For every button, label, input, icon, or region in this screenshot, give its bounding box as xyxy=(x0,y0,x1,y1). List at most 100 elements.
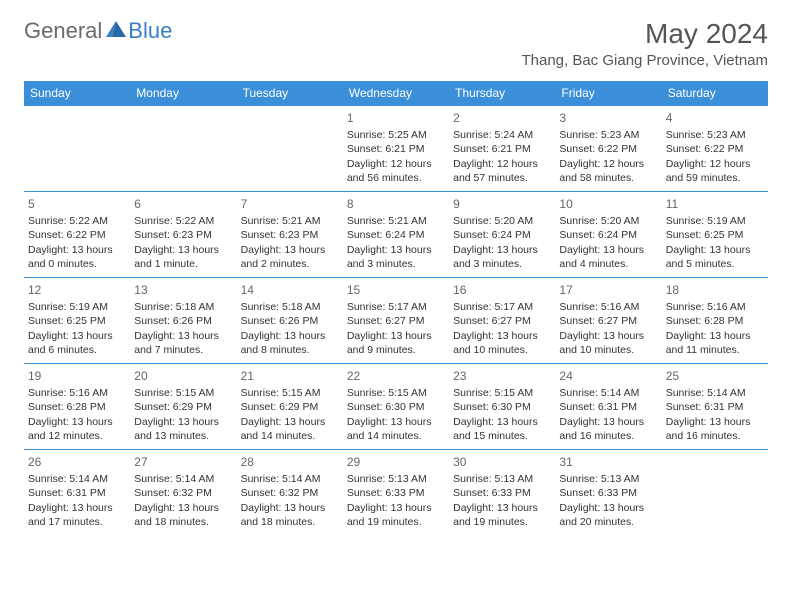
sunset-line: Sunset: 6:29 PM xyxy=(134,400,232,414)
daylight-line: Daylight: 13 hours and 20 minutes. xyxy=(559,501,657,529)
daylight-line: Daylight: 13 hours and 3 minutes. xyxy=(453,243,551,271)
daylight-line: Daylight: 12 hours and 59 minutes. xyxy=(666,157,764,185)
day-header: Tuesday xyxy=(237,81,343,106)
daylight-line: Daylight: 13 hours and 18 minutes. xyxy=(134,501,232,529)
daylight-line: Daylight: 13 hours and 17 minutes. xyxy=(28,501,126,529)
day-cell: 3Sunrise: 5:23 AMSunset: 6:22 PMDaylight… xyxy=(555,106,661,192)
daylight-line: Daylight: 13 hours and 9 minutes. xyxy=(347,329,445,357)
daylight-line: Daylight: 13 hours and 6 minutes. xyxy=(28,329,126,357)
daylight-line: Daylight: 13 hours and 15 minutes. xyxy=(453,415,551,443)
daylight-line: Daylight: 13 hours and 13 minutes. xyxy=(134,415,232,443)
day-number: 12 xyxy=(28,282,126,298)
daylight-line: Daylight: 13 hours and 7 minutes. xyxy=(134,329,232,357)
sunrise-line: Sunrise: 5:23 AM xyxy=(666,128,764,142)
sunrise-line: Sunrise: 5:14 AM xyxy=(134,472,232,486)
sunrise-line: Sunrise: 5:17 AM xyxy=(453,300,551,314)
day-number: 22 xyxy=(347,368,445,384)
sunrise-line: Sunrise: 5:21 AM xyxy=(241,214,339,228)
daylight-line: Daylight: 12 hours and 58 minutes. xyxy=(559,157,657,185)
day-number: 28 xyxy=(241,454,339,470)
sunset-line: Sunset: 6:24 PM xyxy=(347,228,445,242)
sunset-line: Sunset: 6:21 PM xyxy=(453,142,551,156)
daylight-line: Daylight: 13 hours and 19 minutes. xyxy=(347,501,445,529)
day-number: 19 xyxy=(28,368,126,384)
daylight-line: Daylight: 13 hours and 16 minutes. xyxy=(559,415,657,443)
sunset-line: Sunset: 6:29 PM xyxy=(241,400,339,414)
sunset-line: Sunset: 6:31 PM xyxy=(28,486,126,500)
day-number: 10 xyxy=(559,196,657,212)
day-cell: 26Sunrise: 5:14 AMSunset: 6:31 PMDayligh… xyxy=(24,450,130,536)
sunrise-line: Sunrise: 5:13 AM xyxy=(453,472,551,486)
sunrise-line: Sunrise: 5:15 AM xyxy=(134,386,232,400)
day-cell: 25Sunrise: 5:14 AMSunset: 6:31 PMDayligh… xyxy=(662,364,768,450)
day-number: 31 xyxy=(559,454,657,470)
sunrise-line: Sunrise: 5:19 AM xyxy=(28,300,126,314)
day-header: Thursday xyxy=(449,81,555,106)
daylight-line: Daylight: 12 hours and 57 minutes. xyxy=(453,157,551,185)
sunset-line: Sunset: 6:25 PM xyxy=(666,228,764,242)
sunrise-line: Sunrise: 5:16 AM xyxy=(666,300,764,314)
daylight-line: Daylight: 13 hours and 5 minutes. xyxy=(666,243,764,271)
daylight-line: Daylight: 13 hours and 19 minutes. xyxy=(453,501,551,529)
daylight-line: Daylight: 13 hours and 18 minutes. xyxy=(241,501,339,529)
day-number: 16 xyxy=(453,282,551,298)
day-cell: 1Sunrise: 5:25 AMSunset: 6:21 PMDaylight… xyxy=(343,106,449,192)
sunset-line: Sunset: 6:26 PM xyxy=(134,314,232,328)
day-header: Saturday xyxy=(662,81,768,106)
day-number: 23 xyxy=(453,368,551,384)
day-cell: 30Sunrise: 5:13 AMSunset: 6:33 PMDayligh… xyxy=(449,450,555,536)
day-number: 5 xyxy=(28,196,126,212)
day-number: 11 xyxy=(666,196,764,212)
sunrise-line: Sunrise: 5:14 AM xyxy=(559,386,657,400)
day-number: 2 xyxy=(453,110,551,126)
sunrise-line: Sunrise: 5:18 AM xyxy=(241,300,339,314)
sunrise-line: Sunrise: 5:23 AM xyxy=(559,128,657,142)
sunset-line: Sunset: 6:32 PM xyxy=(241,486,339,500)
day-cell: 8Sunrise: 5:21 AMSunset: 6:24 PMDaylight… xyxy=(343,192,449,278)
sunrise-line: Sunrise: 5:22 AM xyxy=(28,214,126,228)
sunset-line: Sunset: 6:22 PM xyxy=(28,228,126,242)
daylight-line: Daylight: 13 hours and 3 minutes. xyxy=(347,243,445,271)
day-number: 17 xyxy=(559,282,657,298)
day-cell: 4Sunrise: 5:23 AMSunset: 6:22 PMDaylight… xyxy=(662,106,768,192)
day-cell xyxy=(662,450,768,536)
day-cell: 7Sunrise: 5:21 AMSunset: 6:23 PMDaylight… xyxy=(237,192,343,278)
sunrise-line: Sunrise: 5:21 AM xyxy=(347,214,445,228)
day-number: 26 xyxy=(28,454,126,470)
day-number: 30 xyxy=(453,454,551,470)
day-header: Sunday xyxy=(24,81,130,106)
day-number: 4 xyxy=(666,110,764,126)
day-cell: 27Sunrise: 5:14 AMSunset: 6:32 PMDayligh… xyxy=(130,450,236,536)
day-cell: 15Sunrise: 5:17 AMSunset: 6:27 PMDayligh… xyxy=(343,278,449,364)
day-cell: 17Sunrise: 5:16 AMSunset: 6:27 PMDayligh… xyxy=(555,278,661,364)
day-number: 14 xyxy=(241,282,339,298)
daylight-line: Daylight: 13 hours and 14 minutes. xyxy=(241,415,339,443)
day-cell xyxy=(24,106,130,192)
sunrise-line: Sunrise: 5:24 AM xyxy=(453,128,551,142)
daylight-line: Daylight: 13 hours and 8 minutes. xyxy=(241,329,339,357)
month-title: May 2024 xyxy=(521,18,768,50)
sunrise-line: Sunrise: 5:14 AM xyxy=(666,386,764,400)
sunset-line: Sunset: 6:23 PM xyxy=(134,228,232,242)
daylight-line: Daylight: 13 hours and 10 minutes. xyxy=(453,329,551,357)
day-cell: 24Sunrise: 5:14 AMSunset: 6:31 PMDayligh… xyxy=(555,364,661,450)
day-number: 3 xyxy=(559,110,657,126)
day-number: 21 xyxy=(241,368,339,384)
week-row: 19Sunrise: 5:16 AMSunset: 6:28 PMDayligh… xyxy=(24,364,768,450)
sunrise-line: Sunrise: 5:15 AM xyxy=(241,386,339,400)
day-cell xyxy=(237,106,343,192)
daylight-line: Daylight: 13 hours and 1 minute. xyxy=(134,243,232,271)
sunset-line: Sunset: 6:28 PM xyxy=(28,400,126,414)
sunset-line: Sunset: 6:28 PM xyxy=(666,314,764,328)
daylight-line: Daylight: 12 hours and 56 minutes. xyxy=(347,157,445,185)
sunrise-line: Sunrise: 5:20 AM xyxy=(453,214,551,228)
day-cell: 19Sunrise: 5:16 AMSunset: 6:28 PMDayligh… xyxy=(24,364,130,450)
daylight-line: Daylight: 13 hours and 4 minutes. xyxy=(559,243,657,271)
logo: General Blue xyxy=(24,18,172,44)
daylight-line: Daylight: 13 hours and 14 minutes. xyxy=(347,415,445,443)
day-cell: 23Sunrise: 5:15 AMSunset: 6:30 PMDayligh… xyxy=(449,364,555,450)
day-cell: 2 Sunrise: 5:24 AMSunset: 6:21 PMDaylight… xyxy=(449,106,555,192)
daylight-line: Daylight: 13 hours and 10 minutes. xyxy=(559,329,657,357)
day-number: 13 xyxy=(134,282,232,298)
day-number: 9 xyxy=(453,196,551,212)
